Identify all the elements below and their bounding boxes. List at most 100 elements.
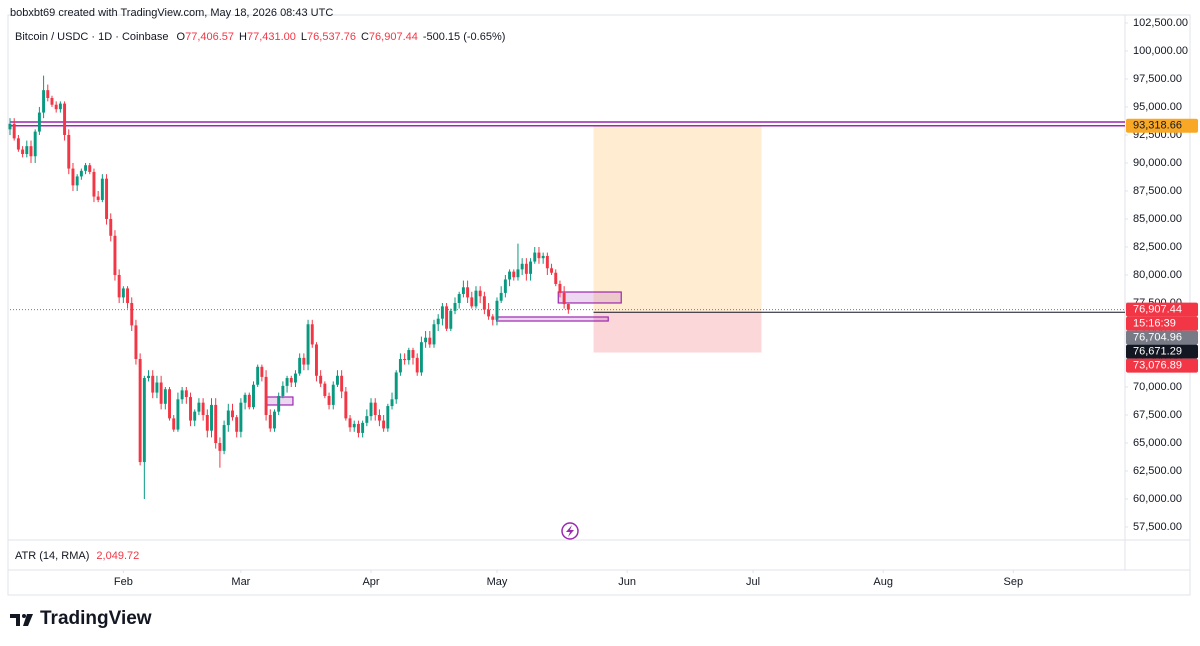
candle-body (377, 414, 381, 421)
candle-body (33, 131, 37, 157)
target-zone (593, 125, 762, 312)
x-tick-label: Apr (362, 576, 379, 588)
candle-body (340, 375, 344, 392)
candle-body (151, 375, 155, 393)
candle-body (440, 306, 444, 319)
candle-body (273, 411, 276, 429)
candle-body (323, 383, 327, 396)
candle-body (210, 404, 213, 431)
x-tick-label: Feb (114, 576, 133, 588)
candle-body (201, 402, 205, 415)
x-tick-label: May (487, 576, 508, 588)
ohlc-value: 76,907.44 (368, 31, 418, 43)
candle-body (231, 410, 234, 418)
candle-body (134, 325, 138, 359)
candle-body (155, 382, 159, 393)
candle-body (398, 358, 402, 373)
y-tick-label: 65,000.00 (1133, 437, 1182, 449)
candle-body (558, 283, 562, 293)
candle-body (310, 324, 314, 345)
candle-body (92, 171, 96, 197)
candle-body (550, 268, 554, 273)
candle-body (67, 134, 71, 169)
candle-body (281, 385, 285, 396)
candle-body (289, 378, 293, 383)
candle-body (524, 263, 528, 274)
candle-body (537, 252, 541, 259)
candle-body (499, 292, 503, 301)
candle-body (424, 337, 428, 343)
price-badge-label: 73,076.89 (1133, 360, 1182, 372)
candle-body (293, 373, 297, 383)
candle-body (176, 399, 180, 430)
symbol: Bitcoin / USDC · 1D · Coinbase (15, 31, 169, 43)
candle-body (508, 271, 512, 280)
candle-body (306, 324, 310, 365)
ohlc-key: L (300, 31, 308, 43)
candle-body (344, 391, 348, 419)
candle-body (79, 170, 83, 177)
indicator-value: 2,049.72 (96, 550, 140, 562)
indicator-name: ATR (14, RMA) (15, 550, 90, 562)
candle-body (327, 395, 331, 405)
candle-body (168, 389, 171, 419)
candle-body (218, 442, 222, 451)
candle-body (356, 423, 360, 433)
candle-body (373, 402, 377, 415)
candle-body (226, 410, 230, 426)
candle-body (466, 287, 470, 298)
logo-dot (22, 614, 26, 618)
price-badge-label: 76,704.96 (1133, 332, 1182, 344)
price-badge (1126, 302, 1198, 317)
candle-body (46, 90, 50, 99)
candle-body (554, 272, 558, 284)
x-tick-label: Jul (746, 576, 760, 588)
y-tick-label: 85,000.00 (1133, 213, 1182, 225)
candle-body (533, 252, 537, 262)
candle-body (147, 375, 151, 379)
lightning-icon[interactable] (561, 522, 579, 540)
price-badge (1126, 330, 1198, 345)
candle-body (247, 394, 251, 408)
candle-body (478, 290, 482, 297)
candle-body (75, 176, 79, 186)
candle-body (562, 292, 566, 305)
candle-body (205, 414, 209, 431)
candle-body (54, 104, 58, 110)
credit: bobxbt69 created with TradingView.com, M… (10, 7, 334, 19)
candle-body (84, 165, 88, 171)
candle-body (96, 196, 100, 200)
indicator-legend: ATR (14, RMA) 2,049.72 (15, 550, 139, 562)
candle-body (335, 375, 339, 385)
level-badge (1126, 118, 1198, 133)
candle-body (482, 296, 486, 310)
y-tick-label: 97,500.00 (1133, 73, 1182, 85)
candle-body (260, 366, 264, 377)
y-tick-label: 67,500.00 (1133, 409, 1182, 421)
y-tick-label: 82,500.00 (1133, 241, 1182, 253)
change: -500.15 (-0.65%) (422, 31, 506, 43)
candle-body (449, 310, 453, 329)
candle-body (331, 384, 335, 405)
candle-body (88, 165, 92, 172)
candle-body (163, 389, 167, 404)
y-tick-label: 102,500.00 (1133, 17, 1188, 29)
price-badge (1126, 316, 1198, 331)
candle-body (487, 309, 491, 317)
candle-body (264, 376, 268, 415)
candle-body (71, 168, 75, 186)
zone (557, 291, 622, 304)
candle-body (25, 146, 29, 155)
candle-body (268, 414, 272, 429)
candle-body (138, 358, 142, 463)
icon-bolt[interactable] (566, 525, 574, 537)
candle-body (365, 416, 369, 423)
candle-body (16, 138, 20, 150)
candle-body (461, 287, 465, 295)
x-tick-label: Jun (618, 576, 636, 588)
candle-body (428, 337, 432, 345)
price-badge-label: 76,671.29 (1133, 346, 1182, 358)
candle-body (197, 402, 201, 412)
candle-body (545, 255, 549, 269)
